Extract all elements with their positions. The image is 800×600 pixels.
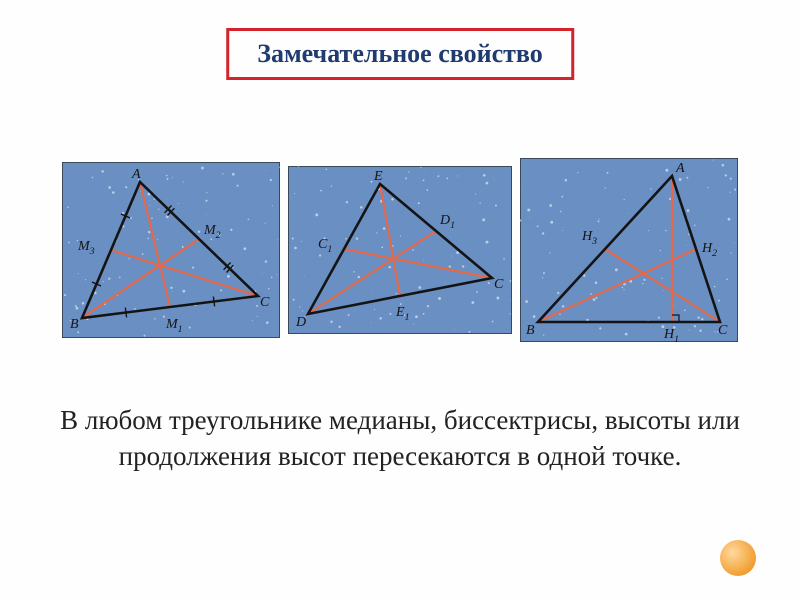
nav-dot[interactable] <box>720 540 756 576</box>
svg-text:C: C <box>494 277 504 292</box>
diagram-altitudes: ABCH1H2H3 <box>520 158 738 342</box>
body-text: В любом треугольнике медианы, биссектрис… <box>40 402 760 475</box>
diagram-medians: ABCM1M2M3 <box>62 162 280 338</box>
diagrams-row: ABCM1M2M3 DECD1E1C1 ABCH1H2H3 <box>0 158 800 342</box>
svg-text:D: D <box>295 315 306 330</box>
title-text: Замечательное свойство <box>257 39 543 68</box>
svg-text:A: A <box>675 161 685 176</box>
svg-text:B: B <box>526 323 535 338</box>
svg-text:C: C <box>260 295 270 310</box>
diagram-bisectors: DECD1E1C1 <box>288 166 512 334</box>
svg-text:E: E <box>373 169 383 184</box>
svg-text:A: A <box>131 167 141 182</box>
title-box: Замечательное свойство <box>226 28 574 80</box>
svg-text:B: B <box>70 317 79 332</box>
svg-text:C: C <box>718 323 728 338</box>
